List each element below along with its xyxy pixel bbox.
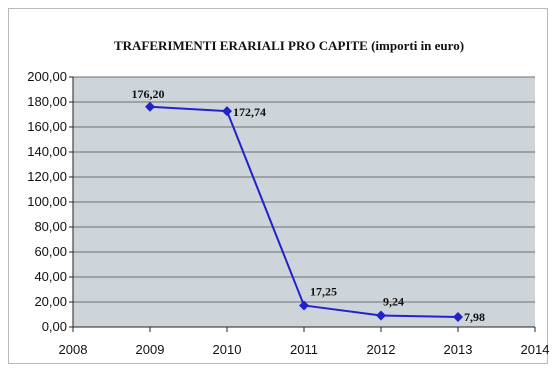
y-tick-label: 140,00 (27, 144, 67, 159)
series-layer (145, 101, 463, 323)
y-tick-label: 200,00 (27, 69, 67, 84)
data-point-marker (222, 106, 232, 117)
y-tick-label: 80,00 (34, 219, 67, 234)
axes: 0,00 20,00 40,00 60,00 80,00 100,00 120,00 140,… (27, 69, 549, 357)
data-point-marker (453, 312, 463, 323)
data-label: 176,20 (132, 87, 165, 101)
x-tick-label: 2010 (213, 342, 242, 357)
y-tick-label: 40,00 (34, 269, 67, 284)
x-tick-label: 2014 (521, 342, 550, 357)
y-tick-label: 120,00 (27, 169, 67, 184)
data-point-marker (145, 101, 155, 112)
data-label: 9,24 (383, 294, 404, 308)
data-label: 17,25 (310, 284, 337, 298)
x-tick-label: 2012 (367, 342, 396, 357)
x-tick-label: 2013 (444, 342, 473, 357)
data-point-marker (376, 310, 386, 321)
y-tick-label: 100,00 (27, 194, 67, 209)
y-tick-label: 180,00 (27, 94, 67, 109)
y-tick-label: 160,00 (27, 119, 67, 134)
x-tick-label: 2009 (136, 342, 165, 357)
y-tick-label: 60,00 (34, 244, 67, 259)
gridlines (73, 76, 535, 303)
y-tick-label: 0,00 (42, 319, 67, 334)
data-point-marker (299, 300, 309, 311)
x-tick-label: 2011 (290, 342, 318, 357)
chart-title: TRAFERIMENTI ERARIALI PRO CAPITE (import… (114, 38, 464, 53)
x-tick-label: 2008 (59, 342, 88, 357)
data-label: 7,98 (464, 310, 485, 324)
y-tick-label: 20,00 (34, 294, 67, 309)
data-label: 172,74 (233, 105, 266, 119)
data-label-layer: 176,20 172,74 17,25 9,24 7,98 (132, 87, 486, 324)
